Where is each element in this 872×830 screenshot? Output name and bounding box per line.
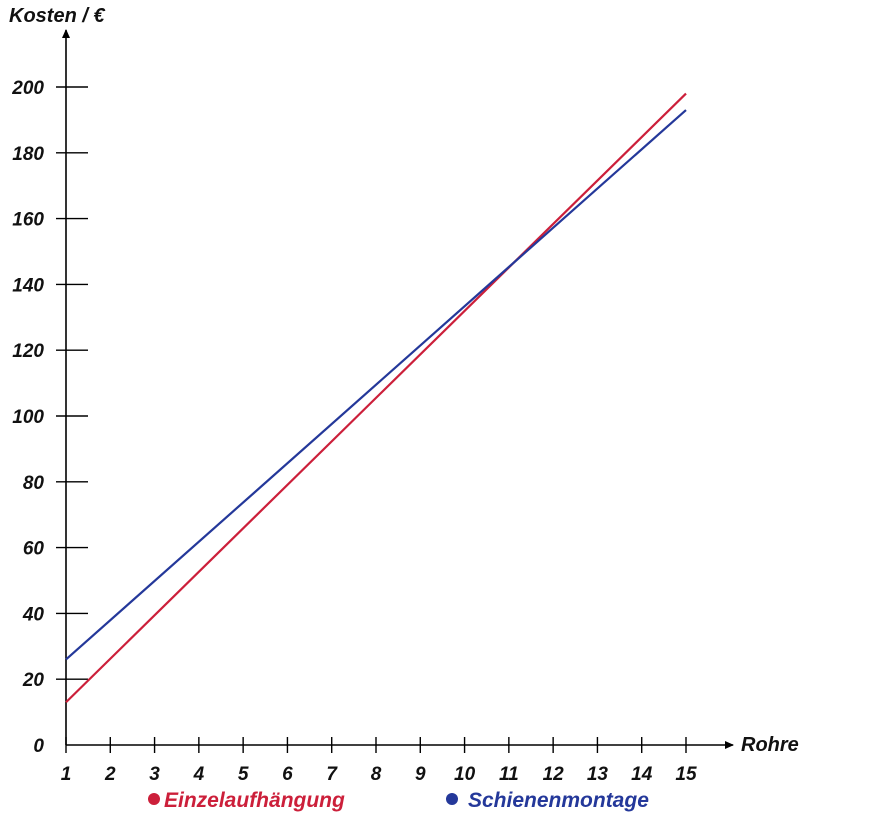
legend: Einzelaufhängung Schienenmontage (148, 789, 649, 812)
y-tick-label: 60 (23, 539, 45, 560)
x-tick-label: 5 (238, 764, 249, 785)
x-tick-label: 2 (104, 764, 116, 785)
x-tick-label: 14 (631, 764, 653, 785)
series-line-einzelaufhaengung (65, 92, 687, 704)
y-tick-label: 140 (12, 275, 44, 296)
y-ticks: 0 20 40 60 80 100 120 140 160 180 200 (11, 78, 88, 757)
x-ticks: 1 2 3 4 5 6 7 8 9 10 11 12 13 14 15 (61, 737, 697, 785)
legend-label-einzelaufhaengung: Einzelaufhängung (164, 789, 345, 812)
x-tick-label: 1 (61, 764, 72, 785)
x-tick-label: 7 (326, 764, 338, 785)
series-line-schienenmontage (65, 109, 687, 661)
x-tick-label: 15 (675, 764, 697, 785)
y-tick-label: 180 (12, 144, 44, 165)
y-tick-label: 160 (12, 210, 44, 231)
legend-item-schienenmontage: Schienenmontage (446, 789, 649, 812)
x-tick-label: 6 (282, 764, 293, 785)
legend-item-einzelaufhaengung: Einzelaufhängung (148, 789, 345, 812)
x-tick-label: 8 (371, 764, 382, 785)
series-layer (65, 92, 687, 704)
y-tick-label: 20 (22, 670, 45, 691)
legend-marker-einzelaufhaengung (148, 793, 160, 805)
y-tick-label: 80 (23, 473, 45, 494)
y-axis-title: Kosten / € (9, 5, 105, 27)
legend-label-schienenmontage: Schienenmontage (468, 789, 649, 812)
x-tick-label: 10 (454, 764, 476, 785)
x-tick-label: 3 (149, 764, 160, 785)
x-axis-title: Rohre (741, 734, 799, 756)
legend-marker-schienenmontage (446, 793, 458, 805)
y-tick-label: 100 (12, 407, 44, 428)
y-tick-label: 120 (12, 341, 44, 362)
x-tick-label: 4 (193, 764, 205, 785)
x-tick-label: 11 (499, 764, 519, 785)
y-tick-label: 200 (11, 78, 44, 99)
x-tick-label: 13 (587, 764, 609, 785)
y-tick-label: 0 (33, 736, 44, 757)
x-tick-label: 12 (543, 764, 565, 785)
y-tick-label: 40 (22, 604, 45, 625)
axes (62, 29, 734, 749)
x-tick-label: 9 (415, 764, 426, 785)
